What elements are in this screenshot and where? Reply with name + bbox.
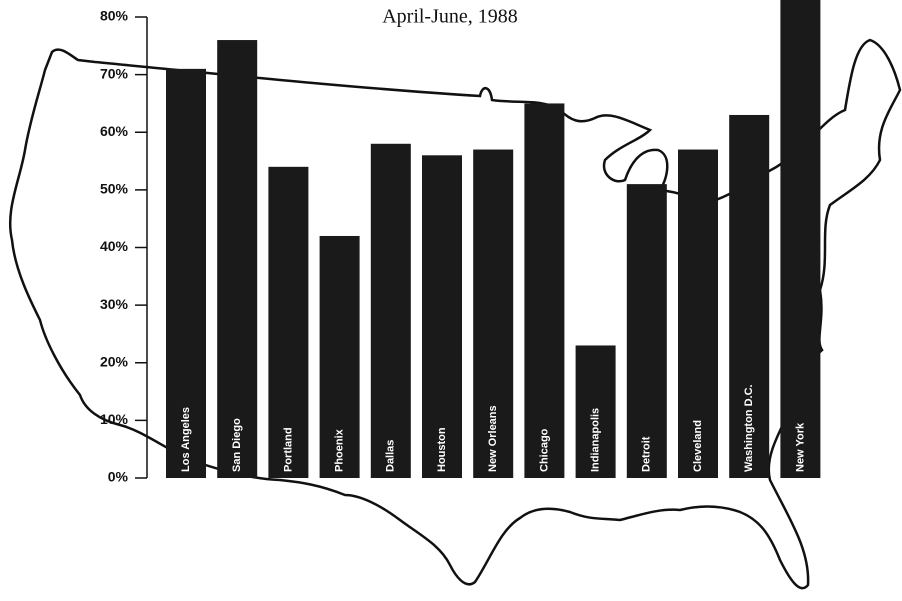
y-tick-label: 30% <box>100 296 129 312</box>
bar <box>166 68 206 479</box>
bar <box>268 166 309 478</box>
x-tick-label: Cleveland <box>692 420 704 472</box>
bar <box>422 155 462 479</box>
y-tick-label: 70% <box>100 65 129 81</box>
x-tick-label: Portland <box>282 427 294 472</box>
y-tick-label: 0% <box>108 469 129 485</box>
x-tick-label: Dallas <box>385 440 397 472</box>
bar <box>780 0 821 479</box>
bar <box>524 103 565 478</box>
x-tick-label: New York <box>794 422 806 472</box>
chart-title: April-June, 1988 <box>382 6 518 28</box>
x-tick-label: Washington D.C. <box>743 384 755 472</box>
x-tick-label: San Diego <box>231 418 243 472</box>
x-tick-label: Phoenix <box>334 428 346 472</box>
bar <box>575 345 616 478</box>
bar <box>729 114 770 479</box>
x-tick-label: New Orleans <box>487 405 499 472</box>
x-tick-label: Chicago <box>538 428 550 472</box>
y-tick-label: 10% <box>100 411 129 427</box>
bar <box>319 235 360 478</box>
y-tick-label: 50% <box>100 181 129 197</box>
y-tick-label: 20% <box>100 353 129 369</box>
y-tick-label: 80% <box>100 8 129 24</box>
x-tick-label: Los Angeles <box>180 407 192 472</box>
bar <box>626 184 667 479</box>
x-tick-label: Detroit <box>641 436 653 472</box>
y-tick-label: 60% <box>100 123 129 139</box>
x-tick-label: Indianapolis <box>590 408 602 472</box>
bar <box>473 149 514 478</box>
bar <box>678 149 718 478</box>
bar <box>370 143 411 478</box>
y-tick-label: 40% <box>100 238 129 254</box>
x-tick-label: Houston <box>436 427 448 472</box>
bar <box>217 40 258 479</box>
